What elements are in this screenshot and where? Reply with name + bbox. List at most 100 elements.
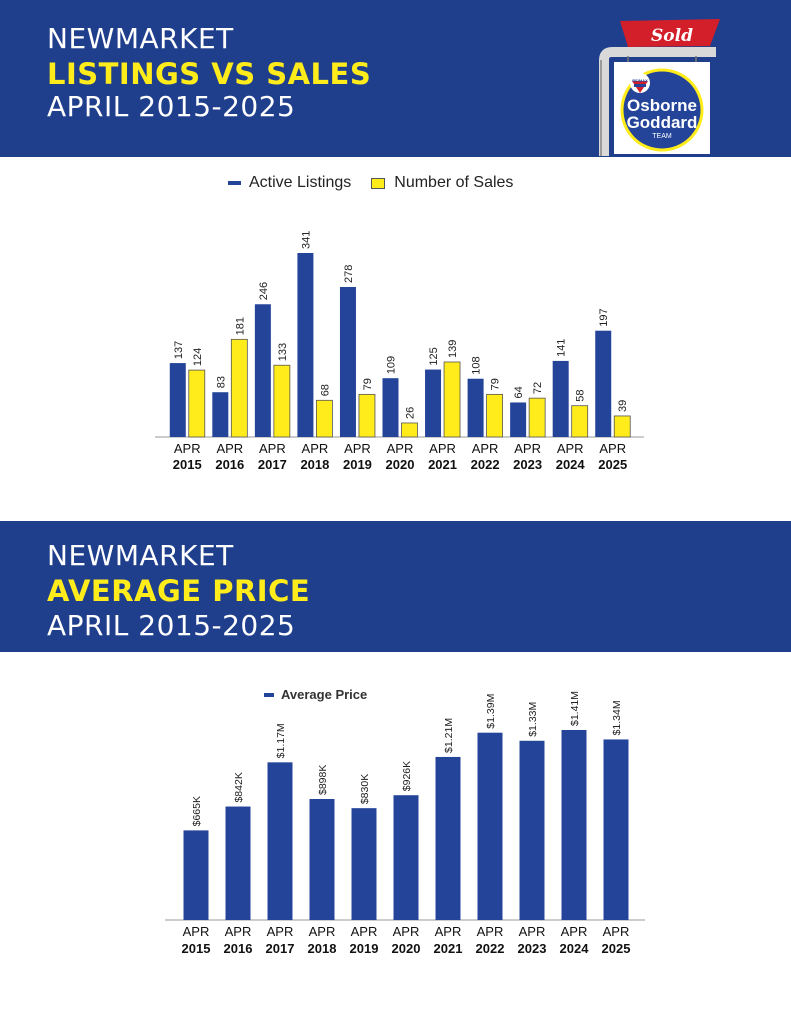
bar-number-of-sales	[613, 415, 631, 438]
bar-active-listings	[382, 378, 399, 437]
data-label: 109	[386, 356, 398, 374]
data-label: 197	[598, 308, 610, 326]
bar-average-price	[519, 740, 545, 920]
data-label: 39	[617, 400, 629, 412]
x-tick-label-year: 2017	[266, 941, 295, 956]
data-label: 278	[343, 265, 355, 283]
x-tick-label-year: 2021	[434, 941, 463, 956]
data-label: $1.21M	[443, 718, 455, 753]
data-label: 83	[215, 376, 227, 388]
bar-number-of-sales	[273, 364, 291, 438]
legend-swatch-average-price	[264, 692, 274, 697]
banner-title-topic: LISTINGS VS SALES	[47, 57, 372, 91]
x-tick-label-month: APR	[472, 441, 499, 456]
bar-number-of-sales	[358, 393, 376, 438]
bar-number-of-sales	[443, 361, 461, 438]
legend-label-active-listings: Active Listings	[249, 174, 352, 191]
average-price-chart-svg: $665K APR 2015 $842K APR 2016 $1.17M APR 2017 $89…	[165, 691, 645, 956]
x-tick-label-month: APR	[302, 441, 329, 456]
average-price-banner: NEWMARKET AVERAGE PRICE APRIL 2015-2025	[0, 521, 791, 652]
data-label: 181	[234, 317, 246, 335]
average-price-legend: Average Price	[264, 687, 367, 702]
bar-active-listings	[339, 286, 356, 437]
bar-active-listings	[425, 369, 442, 437]
banner2-title-topic: AVERAGE PRICE	[47, 574, 311, 608]
bar-average-price	[393, 795, 419, 920]
data-label: 137	[173, 341, 185, 359]
x-tick-label-month: APR	[351, 924, 378, 939]
data-label: 124	[192, 348, 204, 366]
listings-sales-chart-svg: 137 124APR201583181APR2016246133APR201734…	[155, 231, 644, 472]
bar-active-listings	[254, 304, 271, 437]
team-logo: Sold RE/MAX Osborne Goddard TEAM	[599, 19, 720, 156]
x-tick-label-month: APR	[267, 924, 294, 939]
average-price-chart: $665K APR 2015 $842K APR 2016 $1.17M APR 2017 $89…	[0, 680, 791, 970]
data-label: 72	[532, 382, 544, 394]
bar-active-listings	[510, 402, 527, 437]
x-tick-label-year: 2018	[300, 457, 329, 472]
x-tick-label-year: 2022	[471, 457, 500, 472]
bar-number-of-sales	[188, 369, 206, 438]
banner2-title-city: NEWMARKET	[47, 539, 234, 572]
x-tick-label-month: APR	[259, 441, 286, 456]
data-label: $1.41M	[569, 691, 581, 726]
bar-average-price	[603, 739, 629, 920]
bar-average-price	[183, 830, 209, 920]
logo-brand-line1: Osborne	[627, 96, 697, 115]
data-label: 341	[300, 231, 312, 249]
x-tick-label-month: APR	[344, 441, 371, 456]
legend-swatch-sales	[371, 177, 386, 189]
logo-badge-text: RE/MAX	[632, 78, 648, 83]
x-tick-label-year: 2016	[215, 457, 244, 472]
bar-number-of-sales	[528, 397, 546, 438]
sold-sign-text: Sold	[651, 26, 693, 46]
bar-average-price	[309, 798, 335, 920]
x-tick-label-year: 2025	[598, 457, 627, 472]
x-tick-label-month: APR	[599, 441, 626, 456]
logo-brand-line2: Goddard	[627, 113, 698, 132]
data-label: $926K	[401, 761, 413, 791]
data-label: 125	[428, 347, 440, 365]
x-tick-label-year: 2024	[556, 457, 586, 472]
x-tick-label-month: APR	[435, 924, 462, 939]
x-tick-label-month: APR	[216, 441, 243, 456]
legend-label-average-price: Average Price	[281, 687, 368, 702]
sold-sign-shape	[620, 19, 720, 47]
x-tick-label-year: 2020	[386, 457, 415, 472]
data-label: $1.33M	[527, 702, 539, 737]
bar-active-listings	[552, 360, 569, 437]
x-tick-label-year: 2016	[224, 941, 253, 956]
banner2-title-period: APRIL 2015-2025	[47, 609, 296, 642]
x-tick-label-month: APR	[174, 441, 201, 456]
data-label: $665K	[191, 796, 203, 826]
data-label: 79	[362, 378, 374, 390]
bar-active-listings	[169, 363, 186, 437]
bar-average-price	[225, 806, 251, 920]
bar-average-price	[561, 730, 587, 920]
banner-title-period: APRIL 2015-2025	[47, 90, 296, 123]
bar-average-price	[351, 808, 377, 920]
x-tick-label-year: 2019	[343, 457, 372, 472]
legend-label-sales: Number of Sales	[394, 174, 514, 191]
bar-active-listings	[297, 253, 314, 437]
data-label: 64	[513, 386, 525, 398]
bar-number-of-sales	[401, 422, 418, 438]
data-label: 246	[258, 282, 270, 300]
x-tick-label-year: 2025	[602, 941, 631, 956]
data-label: $842K	[233, 772, 245, 802]
bar-active-listings	[212, 392, 229, 437]
x-tick-label-month: APR	[603, 924, 630, 939]
x-tick-label-year: 2023	[518, 941, 547, 956]
x-tick-label-month: APR	[429, 441, 456, 456]
x-tick-label-month: APR	[561, 924, 588, 939]
banner-title-city: NEWMARKET	[47, 22, 234, 55]
x-tick-label-month: APR	[183, 924, 210, 939]
x-tick-label-year: 2023	[513, 457, 542, 472]
data-label: $1.34M	[611, 700, 623, 735]
bar-average-price	[267, 762, 293, 920]
data-label: 26	[405, 407, 417, 419]
x-tick-label-year: 2015	[173, 457, 202, 472]
x-tick-label-month: APR	[519, 924, 546, 939]
x-tick-label-year: 2021	[428, 457, 457, 472]
x-tick-label-month: APR	[514, 441, 541, 456]
